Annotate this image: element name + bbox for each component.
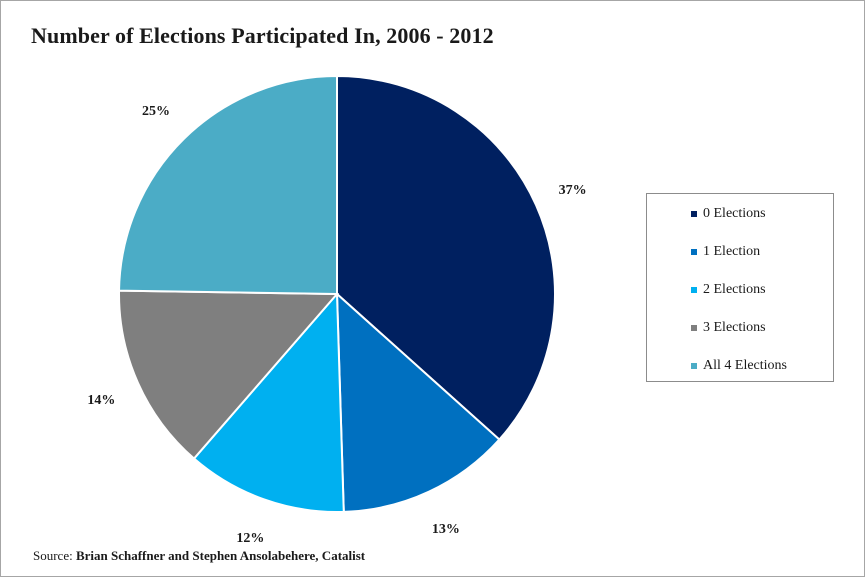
chart-title: Number of Elections Participated In, 200… [31, 23, 494, 48]
legend-item-2-elections: 2 Elections [691, 280, 766, 300]
data-label-3-elections: 14% [87, 393, 115, 408]
pie-slice-2-elections [192, 291, 345, 513]
pie-slice-0-elections [336, 74, 556, 441]
legend-swatch [691, 325, 697, 331]
data-label-all-4-elections: 25% [142, 104, 170, 119]
source-note: Source: Brian Schaffner and Stephen Anso… [33, 548, 365, 564]
legend-swatch [691, 363, 697, 369]
legend-item-all-4-elections: All 4 Elections [691, 356, 787, 376]
legend-label: All 4 Elections [703, 358, 787, 373]
pie-slices [118, 74, 556, 513]
legend-swatch [691, 211, 697, 217]
source-prefix: Source: [33, 548, 76, 563]
legend-label: 1 Election [703, 244, 761, 259]
legend-label: 0 Elections [703, 206, 766, 221]
data-label-0-elections: 37% [559, 183, 587, 198]
data-label-1-election: 13% [432, 522, 460, 537]
pie-slice-3-elections [118, 289, 340, 460]
legend-item-1-election: 1 Election [691, 242, 760, 262]
legend: 0 Elections 1 Election 2 Elections 3 Electi… [646, 193, 834, 382]
legend-label: 3 Elections [703, 320, 766, 335]
legend-swatch [691, 287, 697, 293]
legend-item-0-elections: 0 Elections [691, 204, 766, 224]
source-text: Brian Schaffner and Stephen Ansolabehere… [75, 548, 366, 563]
pie-slice-all-4-elections [118, 74, 338, 296]
data-label-2-elections: 12% [236, 531, 264, 546]
legend-swatch [691, 249, 697, 255]
pie-labels: 37% 13% 12% 14% 25% [87, 104, 586, 546]
legend-item-3-elections: 3 Elections [691, 318, 766, 338]
pie-slice-1-election [335, 291, 501, 513]
legend-label: 2 Elections [703, 282, 766, 297]
